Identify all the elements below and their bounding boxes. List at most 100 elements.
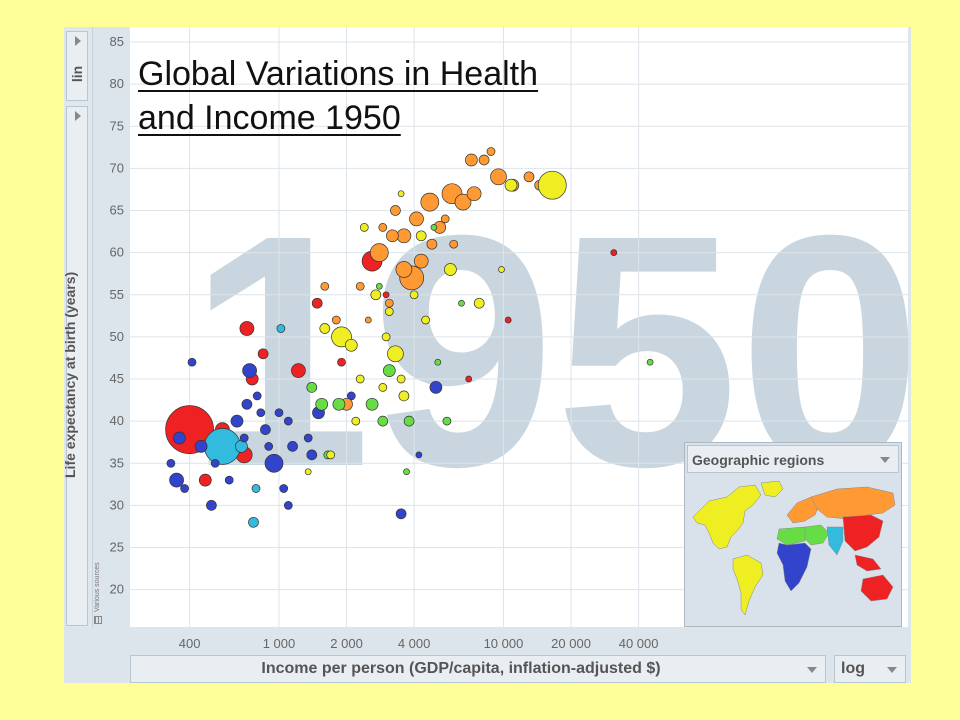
data-point-america[interactable] xyxy=(387,345,404,363)
data-point-sub-saharan-africa[interactable] xyxy=(241,398,253,410)
data-point-middle-east-north-africa[interactable] xyxy=(365,397,379,411)
map-southeast-asia[interactable] xyxy=(854,554,882,572)
data-point-sub-saharan-africa[interactable] xyxy=(429,381,443,394)
data-point-america[interactable] xyxy=(415,230,427,242)
data-point-america[interactable] xyxy=(381,332,391,342)
data-point-sub-saharan-africa[interactable] xyxy=(415,451,423,459)
data-point-america[interactable] xyxy=(504,178,518,192)
data-point-east-asia-pacific[interactable] xyxy=(382,291,390,299)
data-point-europe-central-asia[interactable] xyxy=(440,214,450,224)
data-point-sub-saharan-africa[interactable] xyxy=(224,475,234,485)
map-europe[interactable] xyxy=(786,496,820,524)
data-point-east-asia-pacific[interactable] xyxy=(291,363,306,378)
data-point-america[interactable] xyxy=(396,374,406,384)
map-south-america[interactable] xyxy=(732,554,764,616)
data-point-europe-central-asia[interactable] xyxy=(523,171,535,183)
data-point-sub-saharan-africa[interactable] xyxy=(166,458,176,468)
data-point-europe-central-asia[interactable] xyxy=(396,228,412,244)
data-point-sub-saharan-africa[interactable] xyxy=(274,408,284,418)
data-point-europe-central-asia[interactable] xyxy=(378,223,388,232)
data-point-america[interactable] xyxy=(444,263,457,276)
data-point-europe-central-asia[interactable] xyxy=(420,192,440,212)
data-point-europe-central-asia[interactable] xyxy=(486,147,496,156)
data-point-sub-saharan-africa[interactable] xyxy=(180,484,189,493)
map-north-africa[interactable] xyxy=(776,526,806,546)
data-point-europe-central-asia[interactable] xyxy=(449,239,459,249)
x-axis-selector[interactable]: Income per person (GDP/capita, inflation… xyxy=(130,655,826,683)
data-point-sub-saharan-africa[interactable] xyxy=(395,508,407,520)
data-point-south-asia[interactable] xyxy=(251,484,261,493)
data-point-middle-east-north-africa[interactable] xyxy=(646,358,654,366)
data-point-east-asia-pacific[interactable] xyxy=(337,357,346,367)
data-point-east-asia-pacific[interactable] xyxy=(257,348,269,360)
data-point-america[interactable] xyxy=(384,307,394,316)
map-australia[interactable] xyxy=(860,574,894,602)
data-point-sub-saharan-africa[interactable] xyxy=(242,363,257,378)
data-point-europe-central-asia[interactable] xyxy=(395,261,413,278)
data-point-sub-saharan-africa[interactable] xyxy=(264,453,284,473)
data-point-sub-saharan-africa[interactable] xyxy=(206,500,217,511)
data-point-europe-central-asia[interactable] xyxy=(466,186,482,202)
data-point-america[interactable] xyxy=(409,290,419,300)
data-point-america[interactable] xyxy=(378,383,388,392)
data-point-middle-east-north-africa[interactable] xyxy=(315,397,329,411)
data-point-europe-central-asia[interactable] xyxy=(369,243,389,262)
data-point-america[interactable] xyxy=(473,297,485,309)
data-point-europe-central-asia[interactable] xyxy=(331,315,341,325)
data-point-america[interactable] xyxy=(537,170,567,200)
data-point-europe-central-asia[interactable] xyxy=(386,229,399,243)
data-point-europe-central-asia[interactable] xyxy=(454,193,472,211)
grid-icon[interactable] xyxy=(94,616,102,624)
data-point-sub-saharan-africa[interactable] xyxy=(210,458,220,468)
data-point-east-asia-pacific[interactable] xyxy=(311,297,323,309)
map-greenland[interactable] xyxy=(760,480,784,498)
data-point-america[interactable] xyxy=(370,289,382,301)
data-point-europe-central-asia[interactable] xyxy=(409,211,424,227)
data-point-europe-central-asia[interactable] xyxy=(384,298,394,308)
data-point-america[interactable] xyxy=(398,390,410,402)
data-point-east-asia-pacific[interactable] xyxy=(198,473,212,487)
data-point-america[interactable] xyxy=(319,323,331,334)
data-point-sub-saharan-africa[interactable] xyxy=(173,431,186,445)
data-point-sub-saharan-africa[interactable] xyxy=(169,472,184,488)
data-point-sub-saharan-africa[interactable] xyxy=(283,416,293,426)
data-point-america[interactable] xyxy=(344,338,358,352)
data-point-america[interactable] xyxy=(498,266,505,273)
data-point-sub-saharan-africa[interactable] xyxy=(230,414,244,428)
y-scale-toggle[interactable]: lin xyxy=(66,31,88,101)
data-point-sub-saharan-africa[interactable] xyxy=(187,357,197,367)
data-point-middle-east-north-africa[interactable] xyxy=(442,416,452,426)
data-point-south-asia[interactable] xyxy=(276,324,286,333)
data-point-middle-east-north-africa[interactable] xyxy=(403,415,415,427)
data-point-south-asia[interactable] xyxy=(204,428,241,465)
map-north-america[interactable] xyxy=(692,484,762,550)
data-point-middle-east-north-africa[interactable] xyxy=(382,364,396,377)
data-point-south-asia[interactable] xyxy=(248,516,259,528)
data-point-east-asia-pacific[interactable] xyxy=(239,321,255,336)
data-point-sub-saharan-africa[interactable] xyxy=(260,424,271,435)
map-middle-east[interactable] xyxy=(802,524,830,546)
data-point-sub-saharan-africa[interactable] xyxy=(303,433,313,443)
data-point-middle-east-north-africa[interactable] xyxy=(403,468,410,476)
data-point-america[interactable] xyxy=(304,468,312,476)
data-point-sub-saharan-africa[interactable] xyxy=(279,484,289,493)
data-point-europe-central-asia[interactable] xyxy=(320,281,330,291)
map-south-asia[interactable] xyxy=(826,526,844,556)
data-point-sub-saharan-africa[interactable] xyxy=(306,449,318,461)
data-point-middle-east-north-africa[interactable] xyxy=(434,358,442,366)
data-point-sub-saharan-africa[interactable] xyxy=(283,501,293,510)
data-point-middle-east-north-africa[interactable] xyxy=(430,224,438,231)
map-russia[interactable] xyxy=(810,486,896,520)
data-point-europe-central-asia[interactable] xyxy=(364,316,372,324)
data-point-sub-saharan-africa[interactable] xyxy=(264,442,274,451)
data-point-sub-saharan-africa[interactable] xyxy=(346,391,356,401)
data-point-south-asia[interactable] xyxy=(235,440,248,453)
data-point-middle-east-north-africa[interactable] xyxy=(377,415,389,427)
data-point-america[interactable] xyxy=(397,190,405,198)
data-point-america[interactable] xyxy=(359,223,369,232)
data-point-europe-central-asia[interactable] xyxy=(478,154,490,166)
data-point-east-asia-pacific[interactable] xyxy=(610,249,618,256)
x-scale-toggle[interactable]: log xyxy=(834,655,906,683)
data-point-europe-central-asia[interactable] xyxy=(413,253,429,269)
data-point-middle-east-north-africa[interactable] xyxy=(332,397,346,411)
